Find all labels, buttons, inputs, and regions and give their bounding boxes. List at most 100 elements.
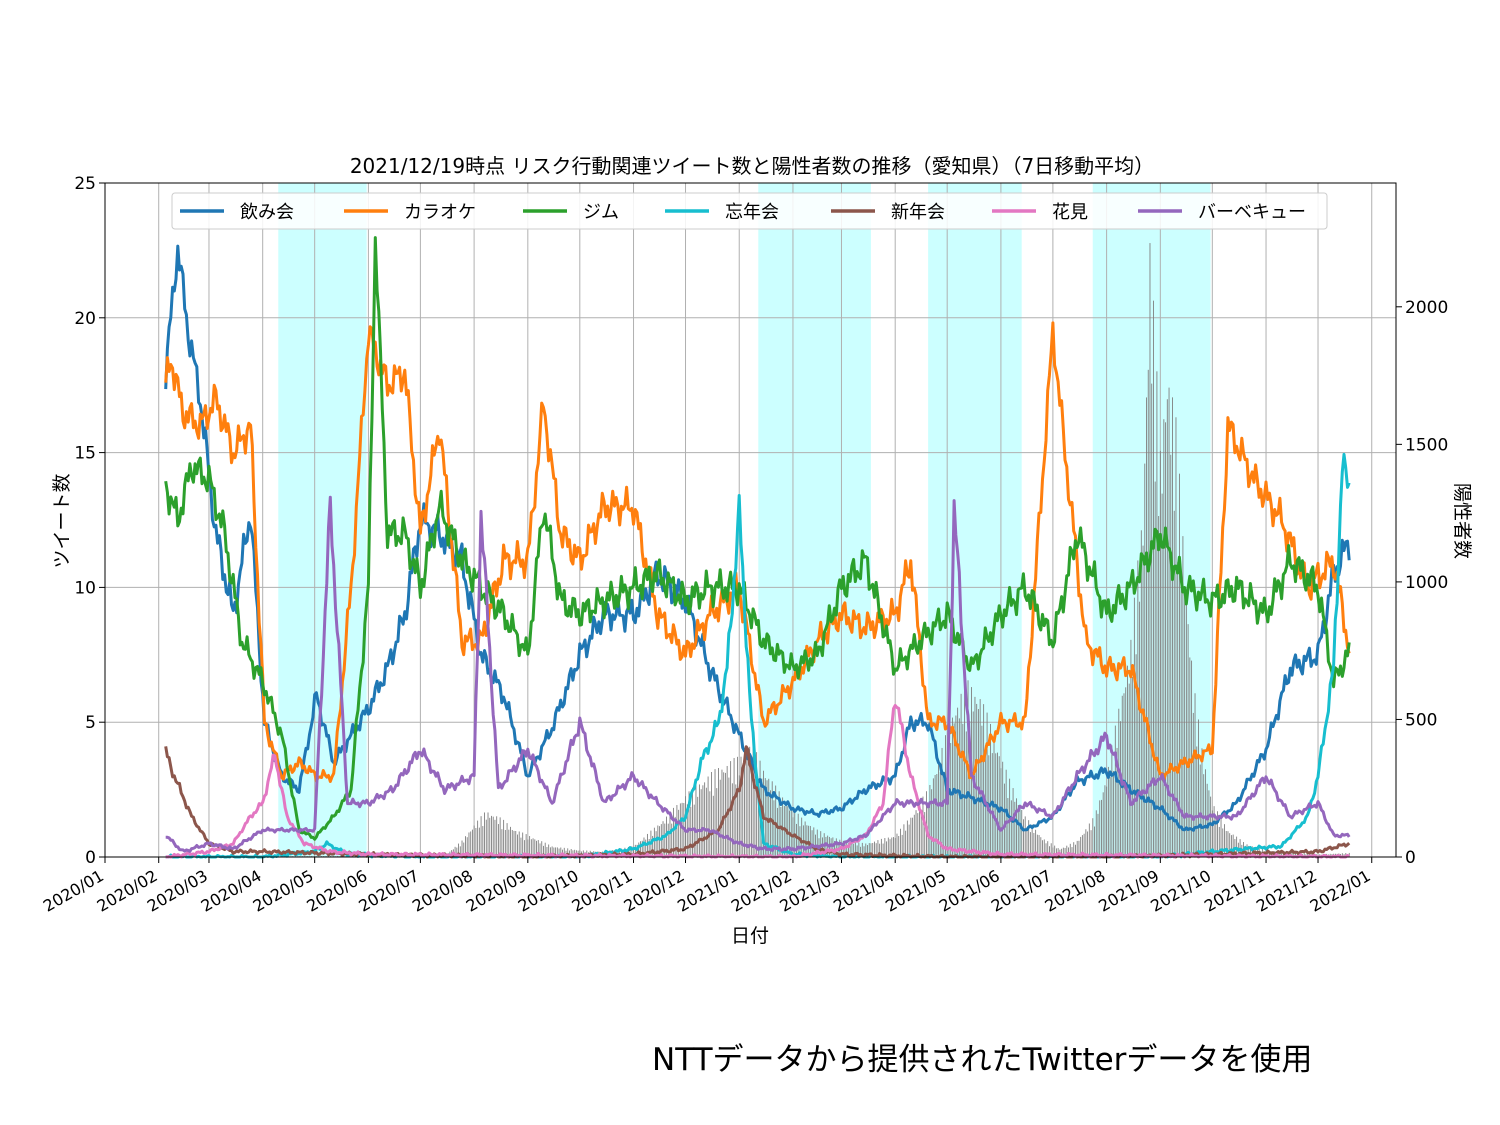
positives-bar	[977, 709, 979, 857]
positives-bar	[1127, 665, 1128, 857]
positives-bar	[543, 845, 544, 857]
positives-bar	[508, 829, 510, 857]
positives-bar	[1007, 798, 1009, 857]
positives-bar	[841, 844, 842, 857]
positives-bar	[695, 785, 697, 857]
y-tick-label: 25	[74, 174, 96, 194]
positives-bar	[478, 827, 480, 857]
positives-bar	[692, 787, 693, 857]
positives-bar	[939, 772, 941, 857]
x-tick-label: 2022/01	[1307, 866, 1374, 916]
positives-bar	[934, 775, 936, 857]
positives-bar	[1217, 811, 1219, 857]
positives-bar	[653, 827, 655, 857]
positives-bar	[494, 819, 496, 857]
positives-bar	[976, 703, 978, 857]
positives-bar	[520, 837, 522, 857]
positives-bar	[1016, 798, 1017, 857]
positives-bar	[901, 834, 903, 857]
positives-bar	[870, 843, 872, 857]
positives-bar	[1137, 560, 1139, 857]
positives-bar	[1075, 844, 1076, 857]
positives-bar	[969, 721, 971, 857]
positives-bar	[891, 837, 893, 857]
positives-bar	[1031, 824, 1033, 857]
positives-bar	[489, 817, 491, 857]
series-line-花見	[165, 704, 1350, 859]
positives-bar	[1017, 805, 1019, 857]
positives-bar	[1187, 624, 1189, 857]
positives-bar	[768, 778, 770, 857]
positives-bar	[1101, 799, 1102, 857]
legend-label: 新年会	[891, 202, 945, 223]
positives-bar	[846, 841, 848, 857]
tweet-lines	[164, 236, 1351, 859]
positives-bar	[1104, 785, 1106, 857]
y-right-tick-label: 1000	[1405, 573, 1448, 593]
positives-bar	[1040, 837, 1042, 857]
positives-bar	[770, 790, 771, 857]
positives-bar	[721, 769, 723, 857]
positives-bar	[1341, 853, 1343, 857]
positives-bar	[1204, 769, 1206, 857]
positives-bar	[723, 772, 725, 857]
positives-bar	[955, 715, 957, 857]
positives-bar	[518, 831, 520, 857]
positives-bar	[1154, 481, 1156, 857]
positives-bar	[858, 842, 860, 857]
series-line-ジム	[164, 236, 1351, 841]
positives-bar	[1172, 397, 1173, 857]
positives-bar	[1014, 801, 1016, 857]
x-tick-label: 2020/10	[515, 866, 582, 916]
positives-bar	[740, 756, 742, 857]
positives-bar	[492, 816, 494, 857]
positives-bar	[631, 846, 633, 857]
x-tick-label: 2020/01	[40, 866, 107, 916]
positives-bar	[754, 779, 756, 857]
legend: 飲み会 カラオケ ジム 忘年会 新年会 花見 バーベキュー	[171, 192, 1328, 230]
positives-bar	[1180, 574, 1182, 857]
positives-bar	[813, 827, 815, 857]
positives-bar	[1087, 831, 1089, 857]
positives-bar	[621, 848, 622, 857]
positives-bar	[1038, 835, 1040, 857]
positives-bar	[1095, 810, 1097, 857]
positives-bar	[697, 796, 699, 857]
positives-bar	[555, 847, 557, 857]
positives-bar	[711, 772, 713, 857]
positives-bar	[737, 756, 739, 857]
positives-bar	[825, 836, 827, 857]
positives-bar	[1090, 830, 1092, 857]
positives-bar	[517, 834, 518, 857]
positives-bar	[458, 843, 460, 857]
positives-bar	[549, 847, 551, 857]
positives-bar	[733, 757, 735, 857]
positives-bar	[1055, 848, 1057, 857]
positives-bar	[553, 847, 555, 857]
positives-bar	[1211, 810, 1213, 857]
positives-bar	[1029, 832, 1031, 857]
positives-bar	[1064, 847, 1066, 857]
positives-bar	[1279, 852, 1281, 857]
positives-bar	[801, 817, 803, 857]
positives-bar	[548, 844, 550, 857]
positives-bar	[1229, 833, 1231, 857]
positives-bar	[728, 777, 730, 857]
positives-bar	[860, 846, 862, 857]
positives-bar	[922, 796, 924, 857]
positives-bar	[1111, 745, 1113, 857]
positives-bar	[579, 850, 581, 857]
positives-bar	[465, 836, 466, 857]
positives-bar	[1092, 818, 1094, 857]
positives-bar	[983, 704, 985, 857]
y-tick-label: 15	[74, 444, 96, 464]
positives-bar	[943, 771, 945, 857]
positives-bar	[1120, 721, 1121, 857]
positives-bar	[1215, 819, 1217, 857]
positives-bar	[1010, 800, 1012, 857]
positives-bar	[851, 842, 853, 857]
positives-bar	[1114, 725, 1116, 857]
positives-bar	[1307, 853, 1309, 857]
y-right-tick-label: 500	[1405, 710, 1437, 730]
